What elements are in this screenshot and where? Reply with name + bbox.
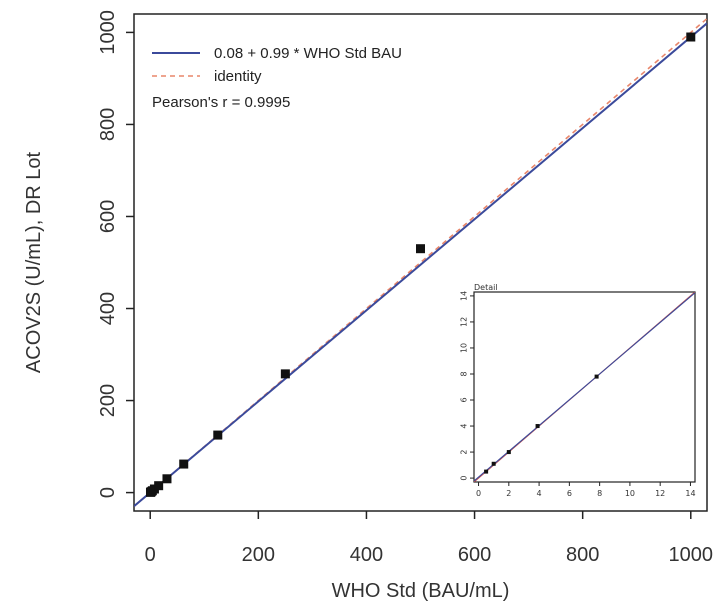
inset-y-tick-label: 0 (460, 476, 469, 481)
inset-y-tick-label: 14 (460, 291, 469, 301)
y-tick-label: 800 (97, 108, 119, 141)
data-point (280, 369, 290, 379)
inset-y-tick-label: 8 (460, 371, 469, 376)
data-point (162, 474, 172, 484)
inset-data-point (484, 469, 489, 474)
inset-x-tick-label: 12 (655, 489, 665, 498)
inset-x-tick-label: 2 (506, 489, 511, 498)
x-tick-label: 600 (458, 544, 491, 566)
plot-frame (133, 13, 708, 512)
inset-x-tick-label: 14 (685, 489, 695, 498)
y-axis-title: ACOV2S (U/mL), DR Lot (23, 151, 45, 373)
inset-y-tick-label: 2 (460, 450, 469, 455)
inset-fit-line (474, 292, 695, 482)
y-tick-label: 1000 (97, 10, 119, 55)
inset-x-tick-label: 6 (567, 489, 572, 498)
x-axis-title: WHO Std (BAU/mL) (332, 580, 510, 602)
inset-x-tick-label: 4 (537, 489, 542, 498)
fit-line (134, 22, 707, 507)
x-tick-label: 1000 (669, 544, 714, 566)
y-tick-label: 600 (97, 200, 119, 233)
x-tick-label: 200 (242, 544, 275, 566)
data-point (154, 481, 164, 491)
inset-data-point (594, 374, 599, 379)
inset-y-tick-label: 10 (460, 343, 469, 353)
y-tick-label: 0 (97, 487, 119, 498)
data-point (686, 32, 696, 42)
inset-y-tick-label: 4 (460, 423, 469, 428)
inset-x-tick-label: 10 (625, 489, 635, 498)
x-tick-label: 0 (145, 544, 156, 566)
y-tick-label: 400 (97, 292, 119, 325)
inset-x-tick-label: 8 (597, 489, 602, 498)
inset-y-tick-label: 6 (460, 397, 469, 402)
inset-data-point (535, 424, 540, 429)
inset-x-tick-label: 0 (476, 489, 481, 498)
y-tick-label: 200 (97, 384, 119, 417)
legend-fit-label: 0.08 + 0.99 * WHO Std BAU (214, 45, 402, 62)
inset-y-tick-label: 12 (460, 317, 469, 327)
inset-frame (473, 291, 696, 483)
inset-data-point (506, 450, 511, 455)
x-tick-label: 800 (566, 544, 599, 566)
data-point (416, 244, 425, 254)
pearson-annotation: Pearson's r = 0.9995 (152, 94, 290, 111)
data-point (213, 430, 223, 440)
inset-background (454, 284, 701, 510)
inset-data-point (491, 461, 496, 466)
inset-detail-plot: Detail 0 2 4 6 8 10 12 14 0 2 4 6 8 10 12 14 (454, 283, 701, 510)
legend: 0.08 + 0.99 * WHO Std BAU identity Pearson… (152, 45, 402, 111)
data-point (179, 459, 189, 469)
inset-title: Detail (474, 283, 498, 292)
legend-identity-label: identity (214, 68, 262, 85)
x-tick-label: 400 (350, 544, 383, 566)
